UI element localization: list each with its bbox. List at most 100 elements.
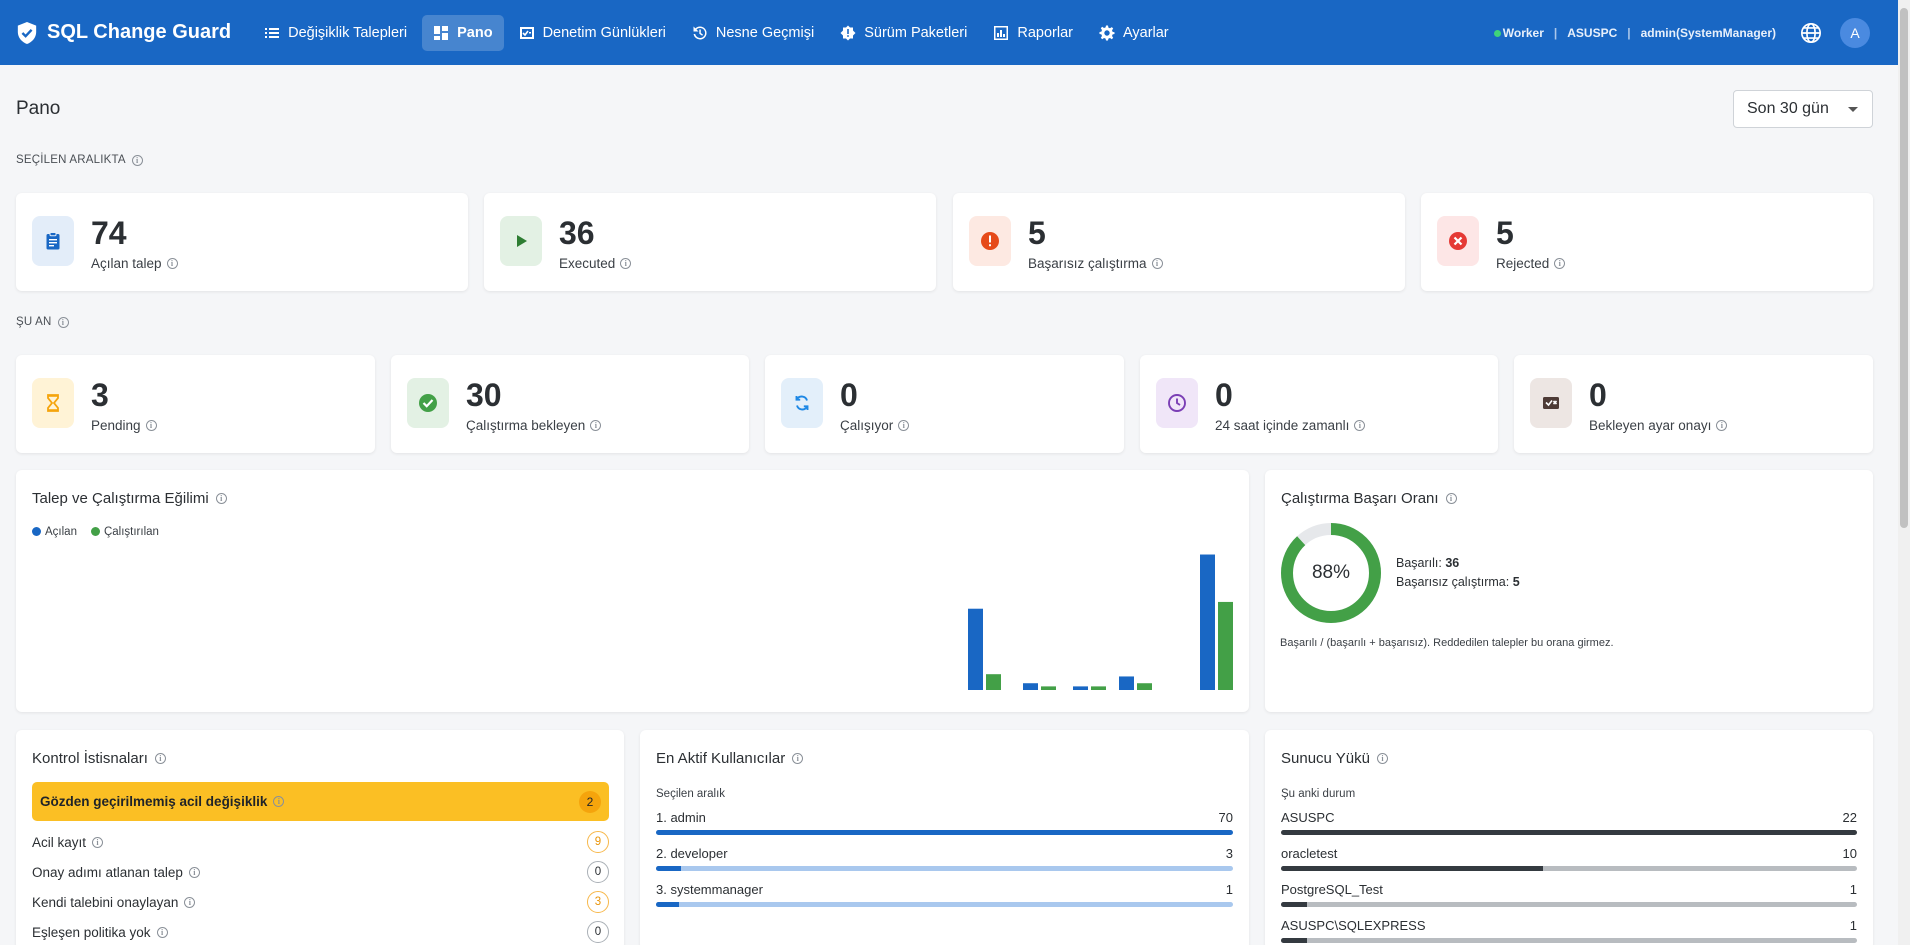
current-user[interactable]: admin(SystemManager) <box>1640 25 1776 40</box>
info-icon[interactable]: i <box>154 753 166 764</box>
chart-bar-executed[interactable] <box>1137 683 1152 690</box>
nav-item-settings[interactable]: Ayarlar <box>1088 15 1180 51</box>
stat-card-awaiting-execution[interactable]: 30 Çalıştırma bekleyen i <box>391 355 749 453</box>
host-name: ASUSPC <box>1567 25 1618 40</box>
stat-card-pending[interactable]: 3 Pending i <box>16 355 375 453</box>
info-icon[interactable]: i <box>620 258 632 269</box>
progress-fill <box>1281 830 1857 835</box>
server-row-value: 10 <box>1842 846 1857 861</box>
nav-item-object-history[interactable]: Nesne Geçmişi <box>681 15 825 51</box>
chart-bar-executed[interactable] <box>986 674 1001 690</box>
info-icon[interactable]: i <box>1151 258 1163 269</box>
info-icon[interactable]: i <box>590 420 602 431</box>
info-icon[interactable]: i <box>166 258 178 269</box>
success-note: Başarılı / (başarılı + başarısız). Redde… <box>1280 637 1614 649</box>
exception-row[interactable]: Onay adımı atlanan talep i 0 <box>32 860 609 884</box>
chart-bar-opened[interactable] <box>1200 554 1215 690</box>
exception-label: Eşleşen politika yok <box>32 924 151 940</box>
package-icon <box>840 25 856 40</box>
user-row[interactable]: 3. systemmanager 1 <box>656 882 1233 912</box>
info-icon[interactable]: i <box>57 316 69 328</box>
stat-icon-box <box>407 378 449 428</box>
nav-item-reports[interactable]: Raporlar <box>982 15 1084 51</box>
globe-icon[interactable] <box>1800 22 1822 44</box>
info-icon[interactable]: i <box>131 154 143 166</box>
stat-label: Başarısız çalıştırma i <box>1028 256 1163 271</box>
worker-label: Worker <box>1502 25 1544 40</box>
stat-card-running[interactable]: 0 Çalışıyor i <box>765 355 1124 453</box>
panel-title-text: En Aktif Kullanıcılar <box>656 750 786 767</box>
chart-bar-opened[interactable] <box>968 608 983 690</box>
clipboard-icon <box>46 232 60 250</box>
stat-card-scheduled-24h[interactable]: 0 24 saat içinde zamanlı i <box>1140 355 1498 453</box>
top-navbar: SQL Change Guard Değişiklik Talepleri Pa… <box>0 0 1898 65</box>
info-icon[interactable]: i <box>1376 753 1388 764</box>
nav-item-release-packages[interactable]: Sürüm Paketleri <box>829 15 978 51</box>
info-icon[interactable]: i <box>215 493 227 504</box>
sync-icon <box>795 395 809 411</box>
info-icon[interactable]: i <box>184 896 196 908</box>
info-icon[interactable]: i <box>145 420 157 431</box>
nav-item-audit-logs[interactable]: Denetim Günlükleri <box>508 15 677 51</box>
separator: | <box>1553 25 1558 40</box>
server-row-value: 1 <box>1849 882 1857 897</box>
app-title: SQL Change Guard <box>47 21 232 43</box>
info-icon[interactable]: i <box>273 796 285 807</box>
info-icon[interactable]: i <box>92 836 104 848</box>
stat-card-executed[interactable]: 36 Executed i <box>484 193 936 291</box>
exception-row[interactable]: Acil kayıt i 9 <box>32 830 609 854</box>
exception-highlight-row[interactable]: Gözden geçirilmemiş acil değişiklik i 2 <box>32 782 609 821</box>
nav-item-label: Nesne Geçmişi <box>715 24 815 41</box>
server-row[interactable]: PostgreSQL_Test 1 <box>1281 882 1857 912</box>
success-ok-label: Başarılı: <box>1396 556 1442 570</box>
avatar[interactable]: A <box>1840 17 1870 48</box>
chart-bar-executed[interactable] <box>1091 686 1106 690</box>
chart-bar-opened[interactable] <box>1023 683 1038 690</box>
server-row-label: oracletest <box>1281 846 1338 861</box>
stat-card-rejected[interactable]: 5 Rejected i <box>1421 193 1873 291</box>
stat-label: Açılan talep i <box>91 256 178 271</box>
info-icon[interactable]: i <box>1445 493 1457 504</box>
stat-icon-box <box>969 216 1011 266</box>
info-icon[interactable]: i <box>898 420 910 431</box>
exception-row[interactable]: Eşleşen politika yok i 0 <box>32 920 609 944</box>
info-icon[interactable]: i <box>156 926 168 938</box>
stat-label: Executed i <box>559 256 632 271</box>
info-icon[interactable]: i <box>1554 258 1566 269</box>
user-row[interactable]: 2. developer 3 <box>656 846 1233 876</box>
progress-track <box>656 866 1233 871</box>
brand[interactable]: SQL Change Guard <box>16 21 231 45</box>
exception-row[interactable]: Kendi talebini onaylayan i 3 <box>32 890 609 914</box>
info-icon[interactable]: i <box>1716 420 1728 431</box>
nav-item-change-requests[interactable]: Değişiklik Talepleri <box>253 15 418 51</box>
scrollbar-thumb[interactable] <box>1900 8 1908 528</box>
nav-item-label: Denetim Günlükleri <box>542 24 666 41</box>
legend-item-opened[interactable]: Açılan <box>32 526 77 538</box>
info-icon[interactable]: i <box>1354 420 1366 431</box>
stat-card-opened-requests[interactable]: 74 Açılan talep i <box>16 193 468 291</box>
success-rate-panel: Çalıştırma Başarı Oranı i 88% Başarılı: 3… <box>1265 470 1873 712</box>
chart-bar-executed[interactable] <box>1218 601 1233 690</box>
stat-card-pending-settings-approval[interactable]: 0 Bekleyen ayar onayı i <box>1514 355 1873 453</box>
server-row[interactable]: ASUSPC 22 <box>1281 810 1857 840</box>
info-icon[interactable]: i <box>792 753 804 764</box>
report-icon <box>994 25 1009 40</box>
server-row[interactable]: ASUSPC\SQLEXPRESS 1 <box>1281 918 1857 945</box>
chart-bar-opened[interactable] <box>1119 676 1134 690</box>
legend-item-executed[interactable]: Çalıştırılan <box>90 526 159 538</box>
stat-card-failed-runs[interactable]: 5 Başarısız çalıştırma i <box>953 193 1405 291</box>
nav-item-dashboard[interactable]: Pano <box>422 14 504 51</box>
success-fail-label: Başarısız çalıştırma: <box>1396 575 1510 589</box>
info-icon[interactable]: i <box>188 866 200 878</box>
chart-bar-opened[interactable] <box>1073 686 1088 690</box>
check-circle-icon <box>419 394 437 412</box>
panel-title: Sunucu Yükü i <box>1281 750 1388 767</box>
server-row-label: PostgreSQL_Test <box>1281 882 1383 897</box>
server-row[interactable]: oracletest 10 <box>1281 846 1857 876</box>
scrollbar[interactable] <box>1898 0 1910 945</box>
user-row[interactable]: 1. admin 70 <box>656 810 1233 840</box>
worker-status: Worker <box>1493 25 1544 40</box>
range-select[interactable]: Son 30 gün <box>1733 90 1873 128</box>
chart-bar-executed[interactable] <box>1041 686 1056 690</box>
success-legend: Başarılı: 36 Başarısız çalıştırma: 5 <box>1396 554 1520 592</box>
